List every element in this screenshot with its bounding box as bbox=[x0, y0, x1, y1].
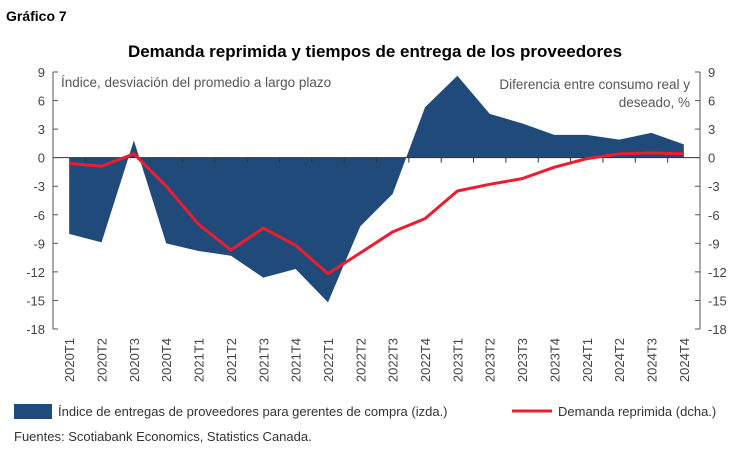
x-tick-label: 2022T4 bbox=[418, 338, 433, 382]
x-tick-label: 2022T1 bbox=[321, 338, 336, 382]
x-tick-label: 2023T3 bbox=[515, 338, 530, 382]
left-tick-label: -15 bbox=[26, 293, 45, 308]
figure-label: Gráfico 7 bbox=[6, 8, 67, 24]
x-tick-label: 2021T2 bbox=[224, 338, 239, 382]
right-tick-label: 3 bbox=[708, 122, 715, 137]
right-axis-label-line1: Diferencia entre consumo real y bbox=[499, 77, 690, 92]
line-series bbox=[69, 151, 684, 276]
right-tick-label: -9 bbox=[708, 236, 720, 251]
x-tick-label: 2023T4 bbox=[547, 338, 562, 382]
right-tick-label: 0 bbox=[708, 151, 715, 166]
x-tick-label: 2021T1 bbox=[192, 338, 207, 382]
right-tick-label: -12 bbox=[708, 265, 727, 280]
x-tick-label: 2024T4 bbox=[677, 338, 692, 382]
right-tick-label: -6 bbox=[708, 208, 720, 223]
x-tick-label: 2024T3 bbox=[644, 338, 659, 382]
legend-label-area: Índice de entregas de proveedores para g… bbox=[58, 404, 448, 419]
left-axis-label: Índice, desviación del promedio a largo … bbox=[61, 75, 331, 90]
left-tick-label: -3 bbox=[33, 179, 45, 194]
x-tick-label: 2020T2 bbox=[95, 338, 110, 382]
x-tick-label: 2020T3 bbox=[127, 338, 142, 382]
right-tick-label: 6 bbox=[708, 94, 715, 109]
right-tick-label: 9 bbox=[708, 65, 715, 80]
left-tick-label: -18 bbox=[26, 322, 45, 337]
right-tick-label: -15 bbox=[708, 293, 727, 308]
source-note: Fuentes: Scotiabank Economics, Statistic… bbox=[14, 429, 312, 444]
x-tick-label: 2024T2 bbox=[612, 338, 627, 382]
x-tick-label: 2022T2 bbox=[353, 338, 368, 382]
left-tick-label: -12 bbox=[26, 265, 45, 280]
left-tick-label: 3 bbox=[38, 122, 45, 137]
legend-swatch-area bbox=[14, 404, 52, 419]
right-axis-label-line2: deseado, % bbox=[619, 95, 690, 110]
right-tick-label: -18 bbox=[708, 322, 727, 337]
area-series bbox=[69, 75, 684, 303]
x-tick-label: 2021T3 bbox=[256, 338, 271, 382]
x-tick-label: 2021T4 bbox=[289, 338, 304, 382]
left-tick-label: -6 bbox=[33, 208, 45, 223]
right-tick-label: -3 bbox=[708, 179, 720, 194]
left-tick-label: 6 bbox=[38, 94, 45, 109]
left-tick-label: 9 bbox=[38, 65, 45, 80]
x-tick-label: 2020T1 bbox=[62, 338, 77, 382]
x-tick-label: 2024T1 bbox=[580, 338, 595, 382]
x-tick-label: 2023T2 bbox=[483, 338, 498, 382]
chart-title: Demanda reprimida y tiempos de entrega d… bbox=[128, 42, 622, 61]
legend-label-line: Demanda reprimida (dcha.) bbox=[558, 404, 716, 419]
left-tick-label: -9 bbox=[33, 236, 45, 251]
x-tick-label: 2022T3 bbox=[386, 338, 401, 382]
x-tick-label: 2023T1 bbox=[450, 338, 465, 382]
left-tick-label: 0 bbox=[38, 151, 45, 166]
x-tick-label: 2020T4 bbox=[159, 338, 174, 382]
